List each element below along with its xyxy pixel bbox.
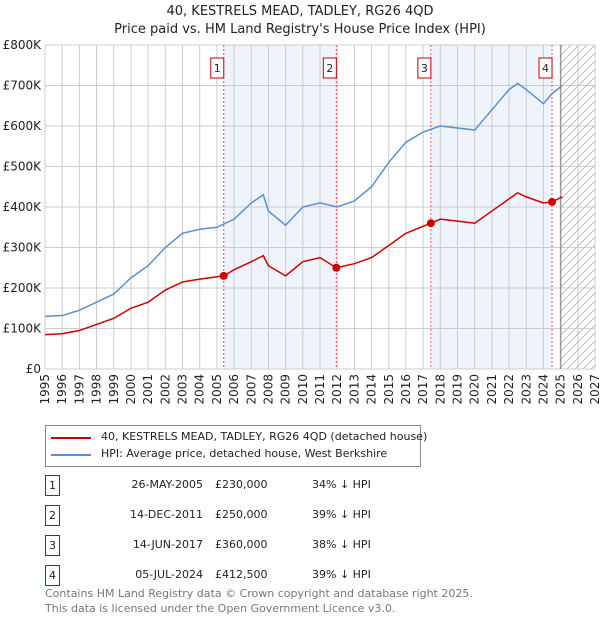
chart-title: 40, KESTRELS MEAD, TADLEY, RG26 4QD — [166, 4, 434, 19]
hpi-line — [44, 82, 563, 318]
x-tick-label: 2000 — [124, 374, 138, 405]
sale-number-badge: 4 — [45, 565, 60, 586]
y-tick-label: £200K — [3, 281, 43, 295]
sale-number-badge: 1 — [45, 475, 60, 496]
x-tick-label: 1999 — [107, 374, 121, 405]
sale-row: 2 14-DEC-2011 £250,000 39% ↓ HPI — [45, 505, 465, 526]
sale-point — [548, 197, 557, 206]
x-tick-label: 2004 — [193, 374, 207, 405]
sale-date: 05-JUL-2024 — [135, 568, 203, 581]
x-tick-label: 2011 — [313, 374, 327, 405]
legend: 40, KESTRELS MEAD, TADLEY, RG26 4QD (det… — [45, 425, 427, 467]
sale-marker-label: 1 — [214, 62, 221, 75]
sale-row: 3 14-JUN-2017 £360,000 38% ↓ HPI — [45, 535, 465, 556]
x-tick-label: 2017 — [416, 374, 430, 405]
sale-marker-label: 2 — [326, 62, 333, 75]
x-tick-label: 2001 — [141, 374, 155, 405]
x-tick-label: 2002 — [158, 374, 172, 405]
x-tick-label: 1996 — [55, 374, 69, 405]
x-tick-label: 2014 — [365, 374, 379, 405]
x-tick-label: 2007 — [244, 374, 258, 405]
sale-point — [332, 263, 341, 272]
y-tick-label: £300K — [3, 241, 43, 255]
footer-line2: This data is licensed under the Open Gov… — [45, 602, 396, 615]
sale-marker-box — [210, 57, 225, 79]
y-tick-label: £700K — [3, 79, 43, 93]
x-tick-label: 2021 — [485, 374, 499, 405]
sale-hpi-delta: 39% ↓ HPI — [312, 508, 371, 521]
sale-marker-box — [322, 57, 337, 79]
sale-date: 14-JUN-2017 — [132, 538, 203, 551]
sale-point — [219, 271, 228, 280]
x-tick-label: 2022 — [502, 374, 516, 405]
y-tick-label: £400K — [3, 200, 43, 214]
sale-number-badge: 2 — [45, 505, 60, 526]
sale-marker-box — [417, 57, 432, 79]
sale-date: 26-MAY-2005 — [131, 478, 203, 491]
sale-hpi-delta: 34% ↓ HPI — [312, 478, 371, 491]
x-tick-label: 2009 — [279, 374, 293, 405]
x-tick-label: 2013 — [347, 374, 361, 405]
plot-area: 1995 1996 1997 1998 1999 2000 2001 2002 2003 2004… — [3, 38, 600, 405]
x-tick-label: 2005 — [210, 374, 224, 405]
x-tick-label: 2015 — [382, 374, 396, 405]
x-tick-label: 1997 — [72, 374, 86, 405]
legend-label-property: 40, KESTRELS MEAD, TADLEY, RG26 4QD (det… — [101, 430, 428, 443]
y-tick-label: £500K — [3, 160, 43, 174]
sale-price: £360,000 — [215, 538, 268, 551]
x-tick-label: 2024 — [536, 374, 550, 405]
x-tick-label: 2023 — [519, 374, 533, 405]
x-tick-label: 2025 — [554, 374, 568, 405]
sale-price: £412,500 — [215, 568, 268, 581]
legend-line-property — [51, 437, 91, 439]
x-tick-label: 2019 — [451, 374, 465, 405]
x-tick-label: 2020 — [468, 374, 482, 405]
sale-hpi-delta: 38% ↓ HPI — [312, 538, 371, 551]
x-tick-label: 2006 — [227, 374, 241, 405]
sale-row: 1 26-MAY-2005 £230,000 34% ↓ HPI — [45, 475, 465, 496]
sale-hpi-delta: 39% ↓ HPI — [312, 568, 371, 581]
sale-row: 4 05-JUL-2024 £412,500 39% ↓ HPI — [45, 565, 465, 586]
sale-date: 14-DEC-2011 — [129, 508, 203, 521]
x-tick-label: 2012 — [330, 374, 344, 405]
y-tick-label: £800K — [3, 38, 43, 52]
x-tick-label: 2018 — [433, 374, 447, 405]
x-tick-label: 1998 — [90, 374, 104, 405]
y-tick-label: £100K — [3, 322, 43, 336]
chart-subtitle: Price paid vs. HM Land Registry's House … — [114, 22, 486, 37]
sale-number-badge: 3 — [45, 535, 60, 556]
x-tick-label: 1995 — [38, 374, 52, 405]
legend-line-hpi — [51, 454, 91, 456]
sale-price: £250,000 — [215, 508, 268, 521]
sale-price: £230,000 — [215, 478, 268, 491]
property-price-line — [44, 191, 563, 336]
x-tick-label: 2026 — [571, 374, 585, 405]
y-tick-label: £0 — [26, 362, 41, 376]
sale-marker-box — [538, 57, 553, 79]
legend-label-hpi: HPI: Average price, detached house, West… — [101, 447, 388, 460]
y-tick-label: £600K — [3, 119, 43, 133]
sale-marker-label: 3 — [421, 62, 428, 75]
sale-point — [426, 219, 435, 228]
x-tick-label: 2027 — [588, 374, 600, 405]
x-tick-label: 2008 — [261, 374, 275, 405]
footer-line1: Contains HM Land Registry data © Crown c… — [45, 587, 473, 600]
x-tick-label: 2003 — [176, 374, 190, 405]
x-tick-label: 2010 — [296, 374, 310, 405]
sale-marker-label: 4 — [542, 62, 549, 75]
x-tick-label: 2016 — [399, 374, 413, 405]
